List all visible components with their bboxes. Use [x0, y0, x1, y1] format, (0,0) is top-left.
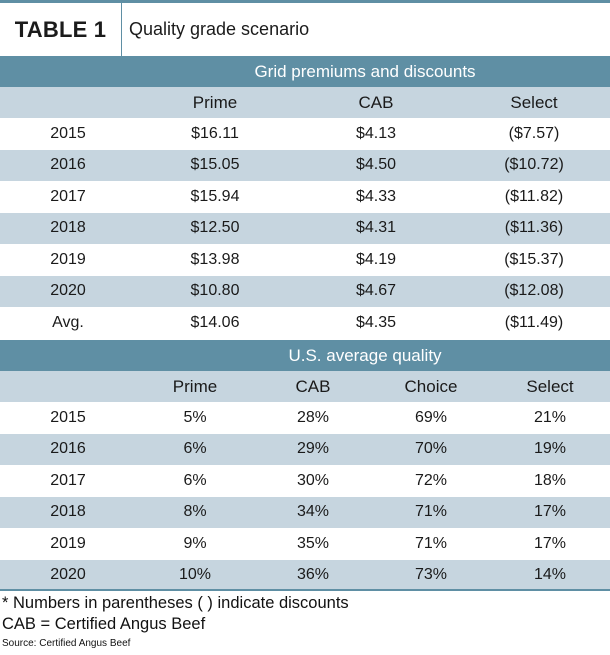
table-cell: $10.80 — [190, 282, 240, 300]
table-row: 2018 8% 34% 71% 17% — [0, 496, 610, 528]
table-cell: 6% — [183, 471, 207, 489]
table-cell: 29% — [296, 440, 330, 458]
section-title: Grid premiums and discounts — [254, 61, 476, 81]
table-cell: 71% — [414, 503, 448, 521]
row-year-cell: 2017 — [50, 187, 86, 205]
column-header-row: Prime CAB Choice Select — [0, 371, 610, 402]
table-cell: 71% — [414, 534, 448, 552]
table-row: 2018 $12.50 $4.31 ($11.36) — [0, 212, 610, 244]
table-cell: 28% — [296, 408, 330, 426]
table-cell: ($11.36) — [504, 219, 564, 237]
table-row: 2017 6% 30% 72% 18% — [0, 465, 610, 497]
table-cell: 73% — [414, 566, 448, 584]
table-cell: $12.50 — [190, 219, 240, 237]
table-row: 2020 $10.80 $4.67 ($12.08) — [0, 275, 610, 307]
table-row: 2016 6% 29% 70% 19% — [0, 433, 610, 465]
table-row: 2016 $15.05 $4.50 ($10.72) — [0, 149, 610, 181]
table-cell: 19% — [533, 440, 567, 458]
table-row: 2015 5% 28% 69% 21% — [0, 402, 610, 434]
table-cell: 72% — [414, 471, 448, 489]
column-header-select: Select — [526, 376, 574, 396]
row-year-cell: 2019 — [50, 250, 86, 268]
table-cell: 36% — [296, 566, 330, 584]
table-label: TABLE 1 — [14, 16, 107, 42]
row-year-cell: Avg. — [52, 313, 84, 331]
table-cell: $4.50 — [355, 156, 397, 174]
table-cell: $15.05 — [190, 156, 240, 174]
table-row: 2019 $13.98 $4.19 ($15.37) — [0, 244, 610, 276]
column-header-row: Prime CAB Select — [0, 87, 610, 118]
table-cell: $4.67 — [355, 282, 397, 300]
table-row: 2015 $16.11 $4.13 ($7.57) — [0, 118, 610, 150]
table-cell: $14.06 — [190, 313, 240, 331]
source-line: Source: Certified Angus Beef — [2, 638, 131, 649]
column-header-cab: CAB — [295, 376, 331, 396]
table-header: TABLE 1 Quality grade scenario — [0, 3, 610, 56]
row-year-cell: 2019 — [50, 534, 86, 552]
table-cell: 70% — [414, 440, 448, 458]
section-band-us-average-quality: U.S. average quality — [0, 340, 610, 371]
table-cell: ($11.49) — [504, 313, 564, 331]
table-cell: ($12.08) — [504, 282, 564, 300]
row-year-cell: 2018 — [50, 503, 86, 521]
row-year-cell: 2018 — [50, 219, 86, 237]
row-year-cell: 2015 — [50, 408, 86, 426]
table-cell: 5% — [183, 408, 207, 426]
table-row: 2020 10% 36% 73% 14% — [0, 559, 610, 591]
table-cell: 9% — [183, 534, 207, 552]
table-cell: 14% — [533, 566, 567, 584]
table-cell: 30% — [296, 471, 330, 489]
table-cell: ($10.72) — [504, 156, 564, 174]
table-row: 2019 9% 35% 71% 17% — [0, 528, 610, 560]
row-year-cell: 2016 — [50, 156, 86, 174]
table-cell: 21% — [533, 408, 567, 426]
bottom-rule — [0, 589, 610, 591]
table-cell: $16.11 — [191, 124, 239, 142]
column-header-select: Select — [510, 92, 558, 112]
table-cell: 8% — [183, 503, 207, 521]
row-year-cell: 2015 — [50, 124, 86, 142]
table-cell: 35% — [296, 534, 330, 552]
table-cell: ($15.37) — [504, 250, 564, 268]
row-year-cell: 2016 — [50, 440, 86, 458]
table-cell: $15.94 — [190, 187, 240, 205]
table-cell: $4.35 — [355, 313, 397, 331]
column-header-choice: Choice — [404, 376, 458, 396]
section-title: U.S. average quality — [288, 345, 442, 365]
table-cell: ($7.57) — [508, 124, 560, 142]
footnotes: * Numbers in parentheses ( ) indicate di… — [2, 593, 349, 651]
table-title: Quality grade scenario — [129, 19, 310, 39]
column-header-prime: Prime — [172, 376, 218, 396]
table-cell: $4.13 — [355, 124, 397, 142]
table-cell: ($11.82) — [504, 187, 564, 205]
top-rule — [0, 0, 610, 3]
column-header-cab: CAB — [358, 92, 394, 112]
footnote-parentheses: * Numbers in parentheses ( ) indicate di… — [2, 594, 349, 612]
table-cell: $13.98 — [190, 250, 240, 268]
header-divider — [121, 3, 122, 56]
row-year-cell: 2020 — [50, 282, 86, 300]
section-band-grid-premiums: Grid premiums and discounts — [0, 56, 610, 87]
grid-premiums-table: Grid premiums and discounts Prime CAB Se… — [0, 56, 610, 339]
table-cell: 10% — [178, 566, 212, 584]
table-cell: 6% — [183, 440, 207, 458]
table-cell: 34% — [296, 503, 330, 521]
table-row: Avg. $14.06 $4.35 ($11.49) — [0, 307, 610, 339]
table-cell: $4.33 — [355, 187, 397, 205]
table-cell: $4.19 — [355, 250, 397, 268]
table-cell: 69% — [414, 408, 448, 426]
table-cell: 18% — [533, 471, 567, 489]
footnote-cab: CAB = Certified Angus Beef — [2, 615, 206, 633]
table-cell: $4.31 — [355, 219, 397, 237]
row-year-cell: 2017 — [50, 471, 86, 489]
table-cell: 17% — [533, 534, 567, 552]
row-year-cell: 2020 — [50, 566, 86, 584]
table-row: 2017 $15.94 $4.33 ($11.82) — [0, 181, 610, 213]
table-cell: 17% — [533, 503, 567, 521]
us-average-quality-table: U.S. average quality Prime CAB Choice Se… — [0, 340, 610, 591]
column-header-prime: Prime — [192, 92, 238, 112]
